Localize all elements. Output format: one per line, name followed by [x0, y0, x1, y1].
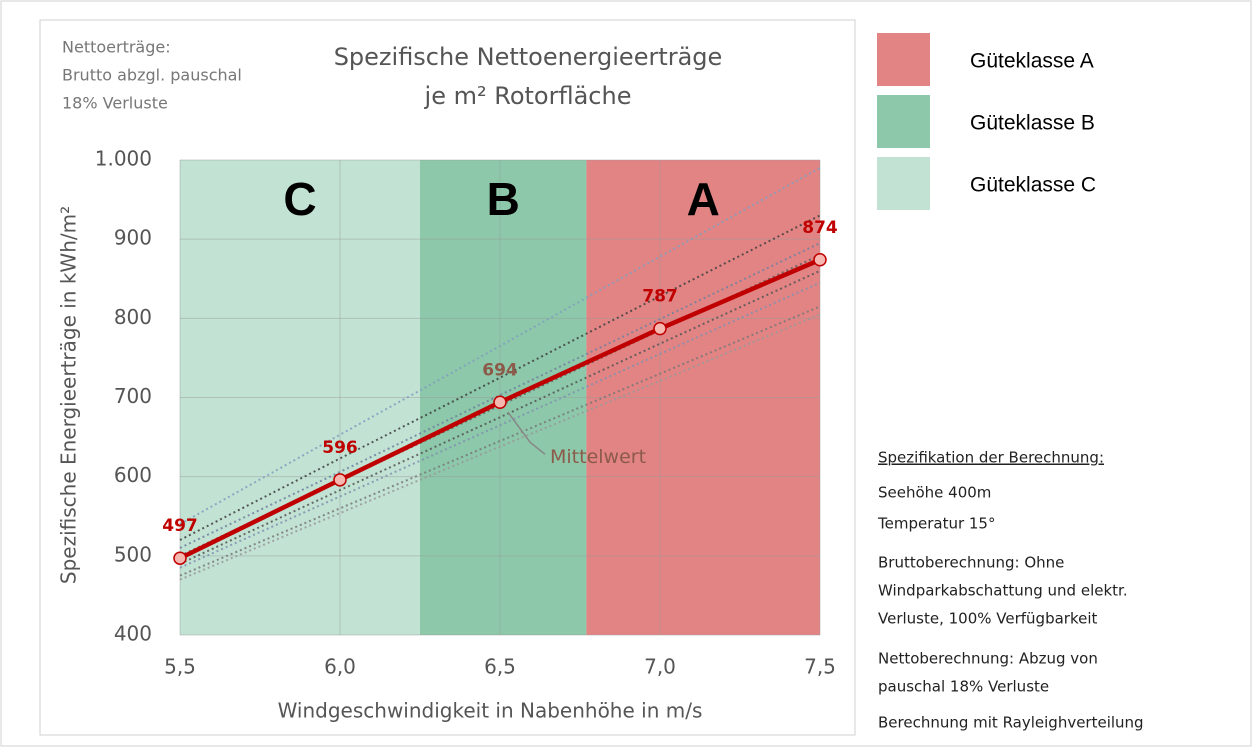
x-axis-label: Windgeschwindigkeit in Nabenhöhe in m/s — [278, 699, 703, 723]
chart-title: Spezifische Nettoenergieerträge — [334, 43, 723, 71]
chart-title: je m² Rotorfläche — [424, 82, 632, 110]
data-label: 497 — [162, 516, 198, 536]
note: Nettoerträge: — [62, 38, 171, 57]
legend-swatch — [877, 33, 930, 86]
legend-label: Güteklasse A — [970, 50, 1094, 73]
spec-line: Windparkabschattung und elektr. — [878, 582, 1128, 600]
annotation: Mittelwert — [550, 446, 646, 468]
legend-swatch — [877, 95, 930, 148]
spec-line: Seehöhe 400m — [878, 484, 991, 502]
data-label: 694 — [482, 360, 518, 380]
specification: Spezifikation der Berechnung: Seehöhe 40… — [877, 449, 1144, 732]
data-point — [653, 321, 667, 336]
spec-heading: Spezifikation der Berechnung: — [878, 449, 1104, 467]
legend-label: Güteklasse B — [970, 112, 1095, 135]
data-label: 874 — [802, 218, 838, 238]
spec-line: Verluste, 100% Verfügbarkeit — [878, 610, 1098, 628]
x-tick-label: 6,5 — [484, 655, 516, 679]
spec-line: Bruttoberechnung: Ohne — [878, 554, 1064, 572]
spec-line: Nettoberechnung: Abzug von — [878, 650, 1098, 668]
data-point — [173, 551, 187, 565]
band-label: C — [283, 173, 316, 225]
note: 18% Verluste — [62, 94, 168, 113]
y-tick-label: 800 — [114, 305, 152, 329]
turbine-line — [179, 269, 821, 565]
x-tick-label: 5,5 — [164, 655, 196, 679]
band-label: B — [487, 173, 520, 225]
y-tick-label: 400 — [114, 622, 152, 646]
y-tick-label: 600 — [114, 463, 152, 487]
turbine-line — [179, 281, 821, 569]
annotation-leader — [507, 411, 546, 455]
turbine-line — [179, 242, 821, 549]
legend-swatch — [877, 157, 930, 210]
y-tick-label: 500 — [114, 542, 152, 566]
spec-line: pauschal 18% Verluste — [878, 678, 1049, 696]
x-tick-label: 7,5 — [804, 655, 836, 679]
spec-line: Temperatur 15° — [877, 515, 995, 533]
class-band — [586, 160, 820, 635]
x-tick-label: 6,0 — [324, 655, 356, 679]
y-tick-label: 900 — [114, 226, 152, 250]
data-point — [493, 395, 507, 409]
data-point — [813, 253, 827, 267]
legend-label: Güteklasse C — [970, 174, 1096, 197]
data-label: 596 — [322, 438, 358, 458]
turbine-line — [179, 167, 821, 526]
y-tick-label: 700 — [114, 384, 152, 408]
data-point — [333, 473, 347, 487]
spec-line: Berechnung mit Rayleighverteilung — [878, 714, 1144, 732]
data-label: 787 — [642, 287, 678, 307]
note: Brutto abzgl. pauschal — [62, 66, 242, 85]
y-tick-label: 1.000 — [95, 147, 152, 171]
x-tick-label: 7,0 — [644, 655, 676, 679]
band-label: A — [687, 173, 720, 225]
class-band — [180, 160, 420, 635]
turbine-line — [179, 313, 821, 581]
y-axis-label: Spezifische Energieerträge in kWh/m² — [57, 206, 81, 584]
turbine-line — [179, 305, 821, 577]
